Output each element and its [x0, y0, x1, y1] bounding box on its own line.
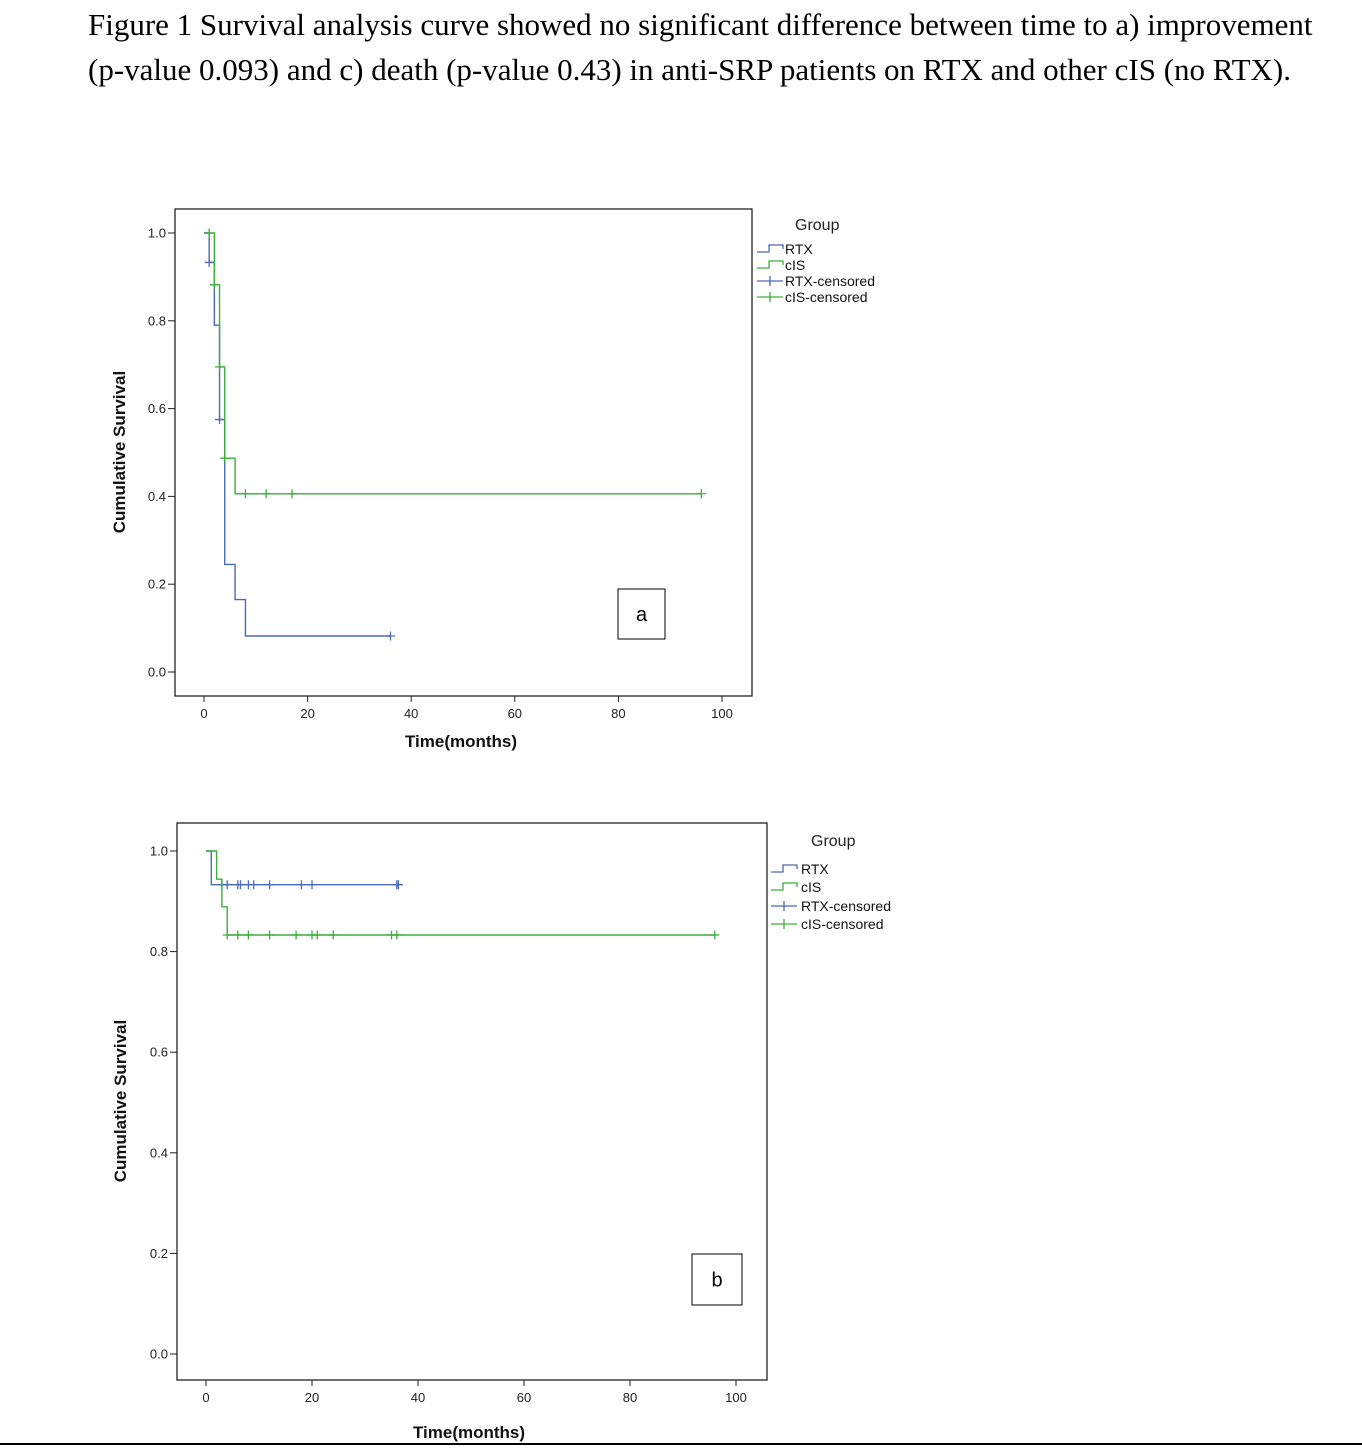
- panel-label-box: [691, 1253, 743, 1306]
- censor-mark-RTX: [222, 880, 232, 890]
- x-tick-label: 80: [623, 1390, 637, 1405]
- x-tick-label: 0: [202, 1390, 209, 1405]
- censor-mark-cIS: [243, 930, 253, 940]
- series-line-RTX: [204, 232, 391, 637]
- censor-mark-cIS: [710, 930, 720, 940]
- censor-mark-cIS: [204, 228, 214, 238]
- chart-a: 0.0 0.2 0.4 0.6 0.8 1.0 0 20 40 60 80 100 Time(month…: [110, 208, 875, 751]
- censor-mark-cIS: [215, 362, 225, 372]
- series-line-cIS: [204, 232, 702, 495]
- legend-entry: RTX: [801, 861, 829, 877]
- legend-swatch-RTX-censored: [757, 276, 783, 286]
- legend-swatch-cIS-censored: [771, 919, 797, 929]
- y-tick-label: 1.0: [148, 226, 166, 241]
- censor-mark-RTX: [249, 880, 259, 890]
- panel-label-box: [617, 588, 666, 640]
- y-tick-label: 0.4: [150, 1145, 168, 1160]
- censor-mark-cIS: [220, 453, 230, 463]
- legend-swatch-cIS: [757, 260, 784, 269]
- y-tick-label: 0.0: [148, 665, 166, 680]
- censor-mark-RTX: [235, 880, 245, 890]
- x-tick-label: 100: [725, 1390, 747, 1405]
- x-tick-label: 40: [404, 706, 418, 721]
- legend-entry: cIS-censored: [785, 289, 867, 305]
- x-tick-label: 60: [517, 1390, 531, 1405]
- legend-entry: cIS: [785, 257, 805, 273]
- x-axis-label: Time(months): [413, 1423, 525, 1442]
- y-tick-label: 0.6: [150, 1045, 168, 1060]
- y-axis-label: Cumulative Survival: [111, 1020, 130, 1183]
- censor-mark-cIS: [328, 930, 338, 940]
- censor-mark-cIS: [233, 930, 243, 940]
- censor-mark-cIS: [222, 930, 232, 940]
- figure-caption: Figure 1 Survival analysis curve showed …: [88, 7, 1313, 87]
- y-tick-label: 0.0: [150, 1347, 168, 1362]
- series-line-RTX: [206, 850, 397, 886]
- bottom-rule: [0, 1443, 1362, 1445]
- legend-swatch-RTX-censored: [771, 901, 797, 911]
- y-tick-label: 0.2: [150, 1246, 168, 1261]
- y-tick-label: 1.0: [150, 844, 168, 859]
- legend-title: Group: [811, 833, 856, 850]
- legend-entry: RTX: [785, 241, 813, 257]
- x-tick-label: 20: [305, 1390, 319, 1405]
- censor-mark-RTX: [385, 631, 395, 641]
- y-tick-label: 0.8: [148, 313, 166, 328]
- series-line-cIS: [206, 850, 715, 936]
- x-tick-label: 80: [611, 706, 625, 721]
- censor-mark-cIS: [312, 930, 322, 940]
- legend-entry: cIS-censored: [801, 916, 883, 932]
- y-tick-label: 0.6: [148, 401, 166, 416]
- censor-mark-cIS: [392, 930, 402, 940]
- censor-mark-cIS: [287, 489, 297, 499]
- legend-entry: RTX-censored: [801, 898, 891, 914]
- censor-mark-RTX: [204, 257, 214, 267]
- y-tick-label: 0.8: [150, 944, 168, 959]
- censor-mark-cIS: [696, 489, 706, 499]
- legend-entry: RTX-censored: [785, 273, 875, 289]
- legend-swatch-cIS-censored: [757, 292, 783, 302]
- plot-frame: [174, 208, 753, 697]
- panel-label: b: [711, 1270, 722, 1292]
- plot-frame: [176, 822, 768, 1381]
- x-tick-label: 100: [711, 706, 733, 721]
- chart-b: 0.0 0.2 0.4 0.6 0.8 1.0 0 20 40 60 80 100 Time(month…: [111, 822, 891, 1442]
- censor-mark-cIS: [209, 280, 219, 290]
- legend-title: Group: [795, 217, 840, 234]
- y-tick-label: 0.2: [148, 577, 166, 592]
- censor-mark-RTX: [265, 880, 275, 890]
- legend-swatch-cIS: [771, 882, 798, 891]
- legend-swatch-RTX: [757, 244, 784, 253]
- x-axis-label: Time(months): [405, 732, 517, 751]
- censor-mark-cIS: [265, 930, 275, 940]
- x-tick-label: 0: [200, 706, 207, 721]
- x-tick-label: 20: [300, 706, 314, 721]
- legend-entry: cIS: [801, 879, 821, 895]
- censor-mark-RTX: [393, 880, 403, 890]
- censor-mark-RTX: [296, 880, 306, 890]
- panel-label: a: [636, 604, 648, 626]
- censor-mark-cIS: [261, 489, 271, 499]
- x-tick-label: 60: [508, 706, 522, 721]
- y-tick-label: 0.4: [148, 489, 166, 504]
- censor-mark-cIS: [291, 930, 301, 940]
- legend-swatch-RTX: [771, 864, 798, 873]
- censor-mark-RTX: [307, 880, 317, 890]
- x-tick-label: 40: [411, 1390, 425, 1405]
- censor-mark-RTX: [215, 415, 225, 425]
- y-axis-label: Cumulative Survival: [110, 371, 129, 534]
- censor-mark-cIS: [240, 489, 250, 499]
